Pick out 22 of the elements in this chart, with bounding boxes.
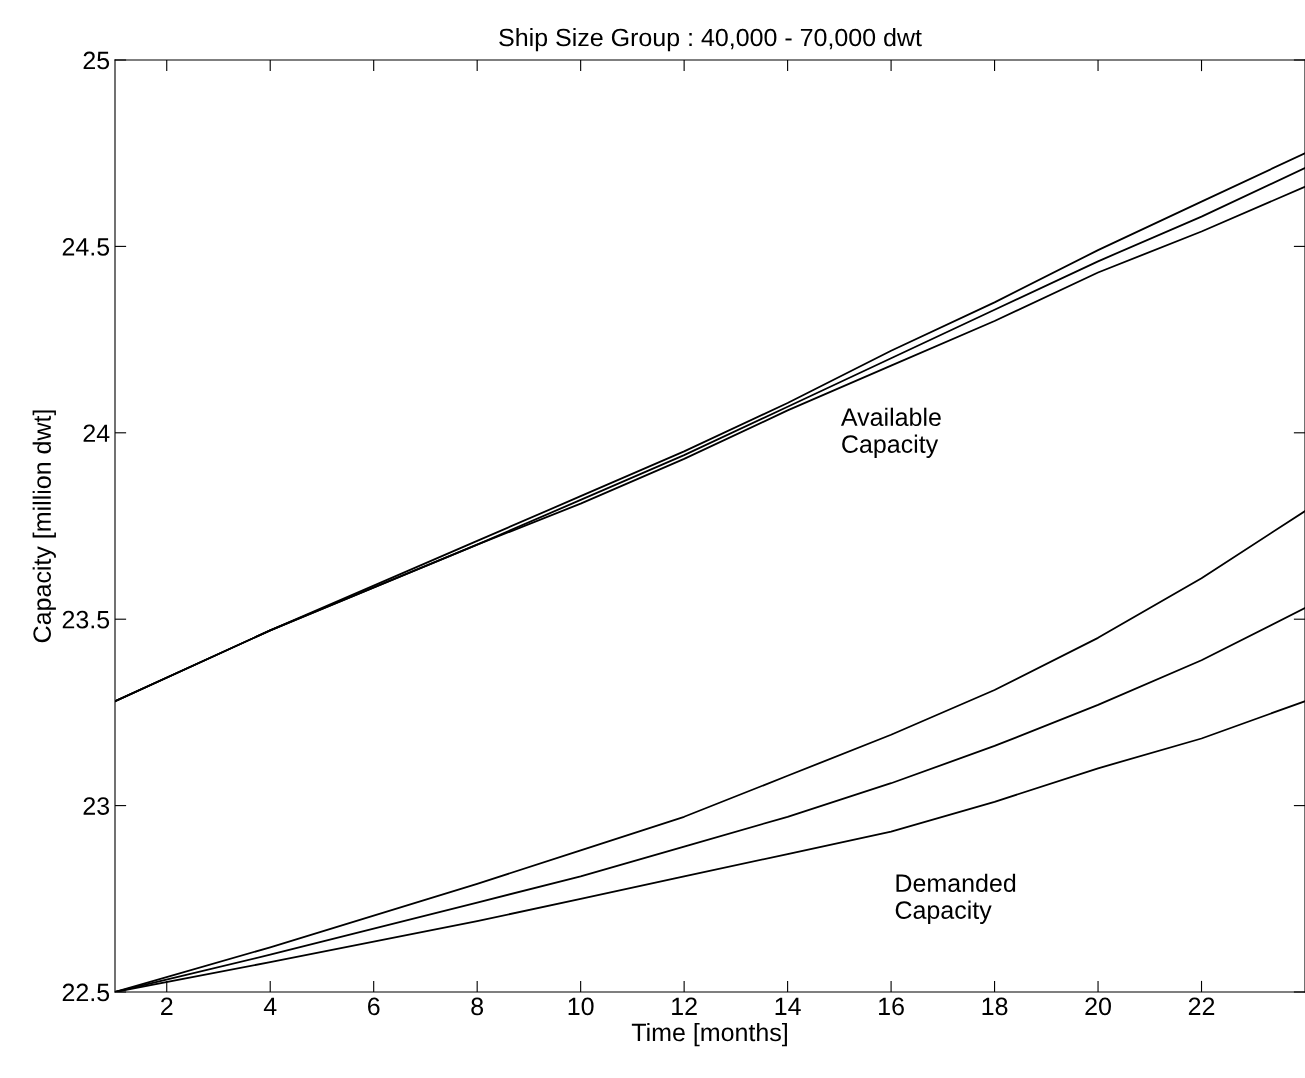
x-tick-label: 6 (368, 997, 380, 1016)
x-tick-label: 12 (672, 997, 697, 1015)
x-tick-label: 2 (161, 997, 173, 1015)
y-tick-label: 23 (83, 797, 110, 815)
y-axis-title: Capacity [million dwt] (32, 410, 56, 643)
chart-title: Ship Size Group : 40,000 - 70,000 dwt (499, 27, 922, 52)
annotation: Demanded Capacity (895, 873, 1016, 924)
annotation: Available Capacity (840, 407, 941, 458)
y-tick-label: 22.5 (62, 983, 110, 1002)
y-tick-label: 24 (83, 424, 110, 442)
y-tick-label: 24.5 (62, 238, 110, 256)
x-tick-label: 4 (263, 997, 277, 1015)
x-tick-label: 18 (982, 997, 1008, 1016)
x-tick-label: 20 (1085, 997, 1111, 1016)
x-tick-label: 8 (471, 997, 484, 1016)
x-tick-label: 10 (568, 997, 594, 1016)
x-axis-title: Time [months] (631, 1022, 787, 1047)
y-tick-label: 25 (83, 51, 110, 70)
y-tick-label: 23.5 (62, 610, 110, 629)
x-tick-label: 14 (775, 997, 801, 1015)
x-tick-label: 22 (1188, 997, 1215, 1015)
x-tick-label: 16 (879, 997, 904, 1016)
